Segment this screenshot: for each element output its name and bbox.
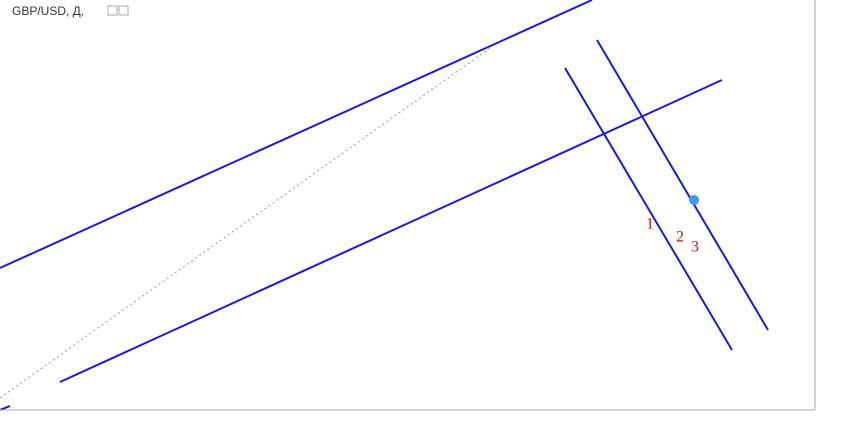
close-icon[interactable] xyxy=(118,5,129,16)
settings-icon[interactable] xyxy=(107,5,118,16)
right-axis xyxy=(815,0,850,426)
channel-lower xyxy=(59,79,723,383)
annotation: 1 xyxy=(646,216,654,233)
annotation: 3 xyxy=(691,239,699,256)
annotation: 2 xyxy=(676,229,684,246)
down-channel-upper xyxy=(596,39,769,331)
header-bg xyxy=(0,0,128,22)
channel-extra xyxy=(0,405,11,411)
trend-dotted xyxy=(0,47,491,399)
symbol: GBP/USD, Д, xyxy=(12,4,84,18)
bottom-axis xyxy=(0,410,850,426)
event-marker[interactable] xyxy=(689,195,699,205)
down-channel-lower xyxy=(564,67,733,351)
channel-upper xyxy=(0,0,593,269)
